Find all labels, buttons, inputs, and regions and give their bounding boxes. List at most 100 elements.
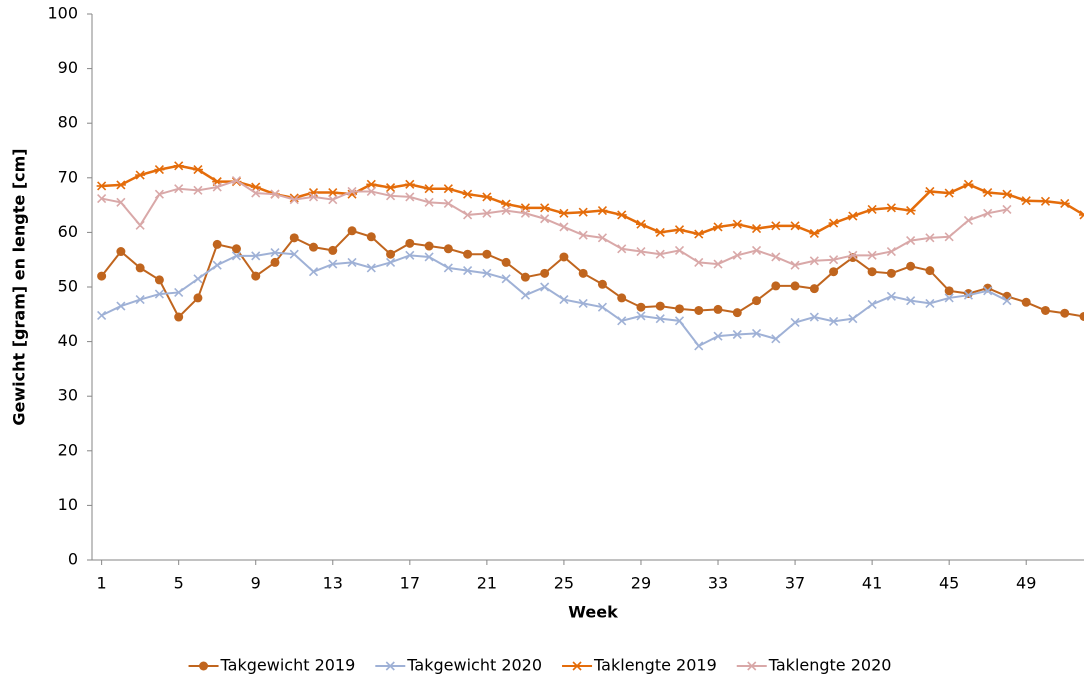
marker bbox=[559, 252, 569, 262]
marker bbox=[867, 250, 877, 260]
marker bbox=[674, 225, 685, 235]
marker bbox=[925, 266, 935, 276]
marker bbox=[655, 314, 665, 324]
marker bbox=[135, 263, 145, 273]
marker bbox=[597, 233, 608, 243]
marker bbox=[97, 310, 107, 320]
marker bbox=[983, 286, 993, 296]
marker bbox=[752, 296, 762, 306]
marker bbox=[809, 228, 820, 239]
marker bbox=[636, 246, 646, 257]
marker bbox=[867, 204, 878, 215]
marker bbox=[1079, 311, 1084, 321]
marker bbox=[212, 260, 222, 270]
marker bbox=[905, 205, 916, 216]
y-tick-label: 30 bbox=[58, 386, 78, 405]
marker bbox=[983, 208, 993, 218]
marker bbox=[405, 238, 415, 248]
marker bbox=[751, 224, 762, 234]
marker bbox=[308, 267, 319, 277]
x-tick-label: 5 bbox=[174, 574, 184, 593]
marker bbox=[867, 299, 877, 310]
marker bbox=[97, 193, 107, 204]
marker bbox=[848, 250, 858, 260]
marker bbox=[96, 181, 107, 191]
marker bbox=[674, 304, 684, 314]
marker bbox=[309, 242, 319, 252]
y-tick-label: 70 bbox=[58, 167, 78, 186]
marker bbox=[674, 316, 685, 326]
marker bbox=[924, 186, 935, 197]
marker bbox=[424, 184, 435, 194]
marker bbox=[386, 249, 396, 259]
marker bbox=[713, 304, 723, 314]
marker bbox=[694, 257, 704, 267]
marker bbox=[906, 236, 916, 246]
x-tick-label: 21 bbox=[477, 574, 497, 593]
marker bbox=[713, 222, 724, 232]
marker bbox=[886, 203, 897, 213]
legend-label: Taklengte 2020 bbox=[768, 656, 892, 675]
marker bbox=[135, 294, 145, 305]
marker bbox=[578, 230, 588, 240]
marker bbox=[154, 165, 165, 175]
marker bbox=[328, 245, 338, 255]
marker bbox=[1002, 296, 1012, 306]
marker bbox=[829, 255, 839, 265]
marker bbox=[199, 661, 209, 671]
marker bbox=[135, 220, 145, 230]
marker bbox=[597, 205, 608, 216]
marker bbox=[867, 267, 877, 277]
marker bbox=[366, 179, 377, 189]
marker bbox=[694, 341, 704, 351]
marker bbox=[501, 274, 511, 284]
x-tick-label: 13 bbox=[323, 574, 343, 593]
marker bbox=[636, 311, 646, 321]
marker bbox=[829, 267, 839, 277]
marker bbox=[135, 170, 146, 180]
marker bbox=[251, 188, 261, 198]
marker bbox=[405, 192, 415, 202]
marker bbox=[347, 186, 357, 197]
marker bbox=[1001, 189, 1012, 199]
marker bbox=[790, 281, 800, 291]
marker bbox=[847, 211, 858, 221]
y-axis-title: Gewicht [gram] en lengte [cm] bbox=[10, 148, 29, 425]
marker bbox=[944, 188, 955, 198]
y-tick-label: 10 bbox=[58, 495, 78, 514]
legend-label: Takgewicht 2019 bbox=[220, 656, 356, 675]
marker bbox=[482, 268, 492, 278]
marker bbox=[270, 189, 280, 199]
x-tick-label: 25 bbox=[554, 574, 574, 593]
marker bbox=[790, 221, 801, 231]
y-tick-label: 100 bbox=[47, 4, 78, 23]
y-tick-label: 0 bbox=[68, 550, 78, 569]
marker bbox=[424, 252, 434, 262]
marker bbox=[713, 259, 723, 269]
marker bbox=[1040, 305, 1050, 315]
marker bbox=[809, 312, 819, 322]
marker bbox=[328, 259, 338, 269]
marker bbox=[270, 248, 280, 258]
x-tick-label: 41 bbox=[862, 574, 882, 593]
marker bbox=[617, 244, 627, 254]
marker bbox=[540, 282, 550, 292]
marker bbox=[462, 189, 473, 199]
marker bbox=[944, 293, 954, 303]
marker bbox=[174, 312, 184, 322]
marker bbox=[520, 290, 530, 300]
series-line bbox=[100, 229, 1084, 319]
marker bbox=[231, 175, 242, 186]
marker bbox=[572, 661, 583, 671]
legend-item: Takgewicht 2019 bbox=[188, 656, 356, 675]
marker bbox=[578, 298, 588, 308]
marker bbox=[617, 293, 627, 303]
marker bbox=[540, 268, 550, 278]
legend-label: Takgewicht 2020 bbox=[406, 656, 542, 675]
marker bbox=[732, 308, 742, 318]
marker bbox=[1021, 297, 1031, 307]
marker bbox=[944, 232, 954, 242]
marker bbox=[771, 252, 781, 262]
marker bbox=[501, 257, 511, 267]
marker bbox=[540, 214, 550, 224]
